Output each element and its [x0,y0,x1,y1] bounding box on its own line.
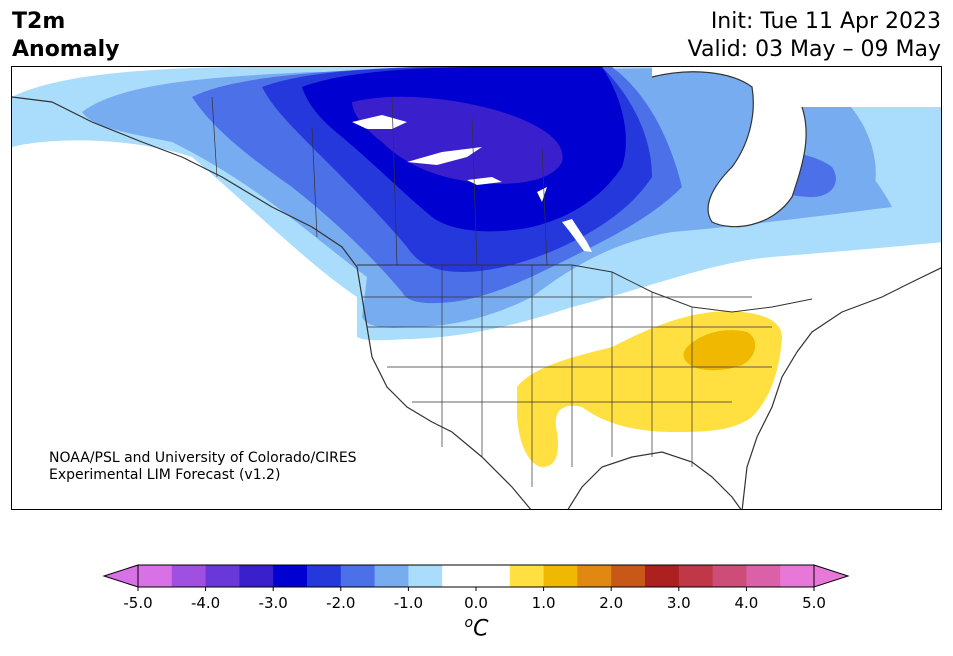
colorbar-bin [138,565,173,587]
colorbar-bin [746,565,781,587]
colorbar-bin [171,565,207,587]
atlantic-coastline [741,267,941,509]
pacific-coastline [12,96,532,509]
water-bodies [352,67,941,252]
lake-athabasca [467,177,502,185]
colorbar-tick-label: 3.0 [667,594,691,612]
colorbar-unit: oC [0,615,953,641]
colorbar-tick-label: 1.0 [532,594,556,612]
lake-winnipegosis [537,187,547,202]
province-lines [211,96,548,266]
contour-minus-3-5 [352,96,563,184]
anomaly-map [11,66,942,510]
credit-line-1: NOAA/PSL and University of Colorado/CIRE… [49,450,357,466]
colorbar-bin [645,565,680,587]
colorbar-bin [780,565,815,587]
colorbar-bin [374,565,409,587]
colorbar-tick-label: -2.0 [326,594,355,612]
colorbar-tick-label: -4.0 [191,594,220,612]
valid-range: Valid: 03 May – 09 May [687,37,941,62]
hudson-bay-coast [651,71,807,228]
anomaly-contours [12,67,941,467]
colorbar-bin [509,565,545,587]
colorbar-bin [577,565,612,587]
colorbar-bin [340,565,376,587]
us-canada-border [357,264,813,313]
colorbar-under-arrow [102,564,139,588]
colorbar-bin [239,565,274,587]
map-svg [12,67,941,509]
meridian-lines [441,265,693,487]
colorbar-tick-label: 2.0 [599,594,623,612]
colorbar-bin [408,565,443,587]
map-title: T2m Anomaly [12,8,119,64]
colorbar-bin [712,565,747,587]
colorbar-bin [476,565,511,587]
colorbar-tick-label: 4.0 [734,594,758,612]
gulf-coastline [567,451,742,509]
great-slave-lake [352,115,407,129]
unit-degree: o [464,615,474,631]
boundaries [12,71,941,509]
colorbar-tick-label: -3.0 [259,594,288,612]
colorbar-tick-label: 0.0 [464,594,488,612]
colorbar-bin [543,565,578,587]
colorbar-bin [307,565,342,587]
init-date: Init: Tue 11 Apr 2023 [710,9,941,34]
hudson-bay-water [652,67,941,227]
colorbar: -5.0 -4.0 -3.0 -2.0 -1.0 0.0 1.0 2.0 3.0 4.0 5.0 [102,564,850,612]
great-bear-lake [407,147,482,165]
forecast-dates: Init: Tue 11 Apr 2023 Valid: 03 May – 09… [688,8,941,64]
colorbar-bin [273,565,308,587]
variable-type: Anomaly [12,37,120,62]
colorbar-bin [678,565,714,587]
colorbar-bin [205,565,240,587]
contour-plus-1-5 [683,330,756,371]
colorbar-tick-label: -1.0 [394,594,423,612]
credit-line-2: Experimental LIM Forecast (v1.2) [49,467,281,483]
credit-text: NOAA/PSL and University of Colorado/CIRE… [49,450,357,484]
unit-symbol: C [473,616,489,642]
colorbar-tick-label: -5.0 [123,594,152,612]
colorbar-bin [611,565,646,587]
variable-name: T2m [12,9,66,34]
lake-winnipeg [562,219,592,252]
colorbar-tick-label: 5.0 [802,594,826,612]
colorbar-bin [442,565,477,587]
colorbar-over-arrow [813,564,850,588]
